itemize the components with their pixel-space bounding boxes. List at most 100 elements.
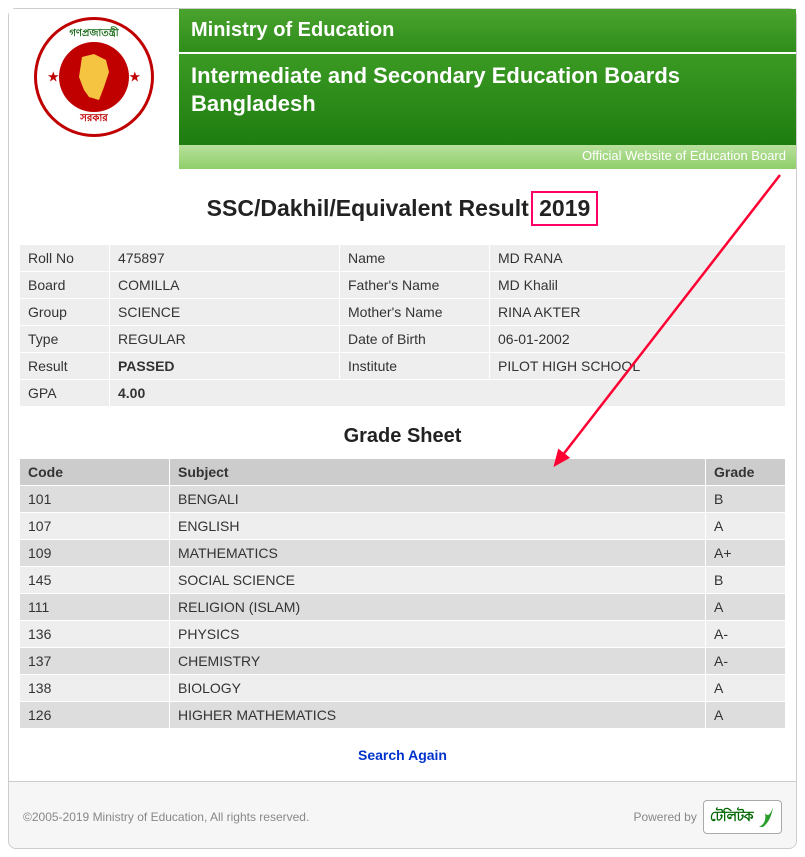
label-mother: Mother's Name (340, 299, 490, 326)
value-name: MD RANA (490, 245, 786, 272)
value-roll: 475897 (110, 245, 340, 272)
label-father: Father's Name (340, 272, 490, 299)
powered-by-label: Powered by (633, 810, 696, 824)
copyright-text: ©2005-2019 Ministry of Education, All ri… (23, 810, 309, 824)
sub-header-row: Official Website of Education Board (9, 145, 796, 169)
footer: ©2005-2019 Ministry of Education, All ri… (9, 781, 796, 848)
title-prefix: SSC/Dakhil/Equivalent Result (207, 195, 535, 221)
grade-code: 107 (20, 513, 170, 540)
info-row: GPA 4.00 (20, 380, 786, 407)
logo-inner-circle (59, 42, 129, 112)
info-row: Roll No 475897 Name MD RANA (20, 245, 786, 272)
value-result: PASSED (110, 353, 340, 380)
info-row: Group SCIENCE Mother's Name RINA AKTER (20, 299, 786, 326)
logo-star-icon: ★ (47, 69, 60, 86)
label-institute: Institute (340, 353, 490, 380)
bangladesh-map-icon (74, 52, 114, 102)
grade-subject: ENGLISH (170, 513, 706, 540)
page-title: SSC/Dakhil/Equivalent Result 2019 (9, 191, 796, 226)
grade-row: 101BENGALIB (20, 486, 786, 513)
label-dob: Date of Birth (340, 326, 490, 353)
page-container: গণপ্রজাতন্ত্রী ★ ★ সরকার Ministry of Edu… (8, 8, 797, 849)
grade-subject: HIGHER MATHEMATICS (170, 702, 706, 729)
value-institute: PILOT HIGH SCHOOL (490, 353, 786, 380)
grade-row: 107ENGLISHA (20, 513, 786, 540)
grade-header-row: Code Subject Grade (20, 459, 786, 486)
title-year-highlight: 2019 (531, 191, 598, 226)
grade-subject: RELIGION (ISLAM) (170, 594, 706, 621)
value-dob: 06-01-2002 (490, 326, 786, 353)
teletalk-text: টেলিটক (710, 805, 753, 829)
official-subtitle: Official Website of Education Board (179, 145, 796, 169)
grade-row: 136PHYSICSA- (20, 621, 786, 648)
grade-code: 145 (20, 567, 170, 594)
grade-row: 126HIGHER MATHEMATICSA (20, 702, 786, 729)
teletalk-logo[interactable]: টেলিটক (703, 800, 782, 834)
info-row: Result PASSED Institute PILOT HIGH SCHOO… (20, 353, 786, 380)
student-info-table: Roll No 475897 Name MD RANA Board COMILL… (19, 244, 786, 407)
value-father: MD Khalil (490, 272, 786, 299)
teletalk-swoosh-icon (757, 805, 775, 829)
grade-code: 101 (20, 486, 170, 513)
grade-subject: SOCIAL SCIENCE (170, 567, 706, 594)
header: গণপ্রজাতন্ত্রী ★ ★ সরকার Ministry of Edu… (9, 9, 796, 145)
grade-subject: CHEMISTRY (170, 648, 706, 675)
col-grade: Grade (706, 459, 786, 486)
grade-value: A+ (706, 540, 786, 567)
value-board: COMILLA (110, 272, 340, 299)
logo-area: গণপ্রজাতন্ত্রী ★ ★ সরকার (9, 9, 179, 145)
logo-star-icon: ★ (128, 69, 141, 86)
grade-value: A (706, 675, 786, 702)
govt-logo: গণপ্রজাতন্ত্রী ★ ★ সরকার (34, 17, 154, 137)
label-name: Name (340, 245, 490, 272)
label-board: Board (20, 272, 110, 299)
grade-subject: PHYSICS (170, 621, 706, 648)
value-mother: RINA AKTER (490, 299, 786, 326)
label-roll: Roll No (20, 245, 110, 272)
grade-sheet-title: Grade Sheet (9, 425, 796, 448)
header-titles: Ministry of Education Intermediate and S… (179, 9, 796, 145)
grade-row: 137CHEMISTRYA- (20, 648, 786, 675)
grade-row: 109MATHEMATICSA+ (20, 540, 786, 567)
logo-bottom-text: সরকার (37, 111, 151, 128)
board-title: Intermediate and Secondary Education Boa… (179, 54, 796, 145)
logo-top-text: গণপ্রজাতন্ত্রী (37, 26, 151, 43)
grade-value: A (706, 594, 786, 621)
col-code: Code (20, 459, 170, 486)
grade-code: 111 (20, 594, 170, 621)
value-group: SCIENCE (110, 299, 340, 326)
grade-row: 138BIOLOGYA (20, 675, 786, 702)
value-gpa: 4.00 (110, 380, 786, 407)
grade-value: A- (706, 621, 786, 648)
grade-value: A (706, 702, 786, 729)
grade-subject: BENGALI (170, 486, 706, 513)
label-type: Type (20, 326, 110, 353)
grade-code: 138 (20, 675, 170, 702)
grade-code: 137 (20, 648, 170, 675)
ministry-title: Ministry of Education (179, 9, 796, 54)
col-subject: Subject (170, 459, 706, 486)
sub-bar-spacer (9, 145, 179, 169)
grade-value: B (706, 567, 786, 594)
label-result: Result (20, 353, 110, 380)
grade-value: A- (706, 648, 786, 675)
grade-subject: MATHEMATICS (170, 540, 706, 567)
label-gpa: GPA (20, 380, 110, 407)
grade-row: 111RELIGION (ISLAM)A (20, 594, 786, 621)
grade-row: 145SOCIAL SCIENCEB (20, 567, 786, 594)
grade-code: 126 (20, 702, 170, 729)
grade-code: 109 (20, 540, 170, 567)
grade-value: A (706, 513, 786, 540)
value-type: REGULAR (110, 326, 340, 353)
info-row: Type REGULAR Date of Birth 06-01-2002 (20, 326, 786, 353)
grade-code: 136 (20, 621, 170, 648)
powered-by: Powered by টেলিটক (633, 800, 782, 834)
grade-value: B (706, 486, 786, 513)
board-line2: Bangladesh (191, 91, 316, 116)
board-line1: Intermediate and Secondary Education Boa… (191, 63, 680, 88)
grade-table: Code Subject Grade 101BENGALIB107ENGLISH… (19, 458, 786, 729)
search-again-link[interactable]: Search Again (9, 743, 796, 781)
info-row: Board COMILLA Father's Name MD Khalil (20, 272, 786, 299)
label-group: Group (20, 299, 110, 326)
grade-subject: BIOLOGY (170, 675, 706, 702)
